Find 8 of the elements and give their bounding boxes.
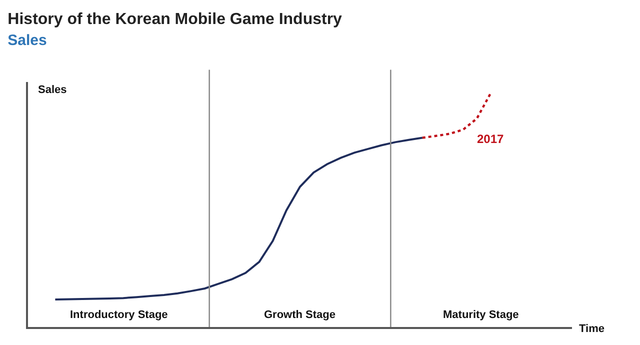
y-axis-title: Sales xyxy=(38,84,67,96)
annotation: Growth Stage xyxy=(264,309,336,321)
x-axis-title: Time xyxy=(579,323,604,335)
chart-subtitle: Sales xyxy=(8,32,47,49)
annotation: 2017 xyxy=(477,132,504,146)
annotation: Maturity Stage xyxy=(443,309,519,321)
annotation: Introductory Stage xyxy=(70,309,168,321)
chart-title: History of the Korean Mobile Game Industry xyxy=(8,11,342,28)
